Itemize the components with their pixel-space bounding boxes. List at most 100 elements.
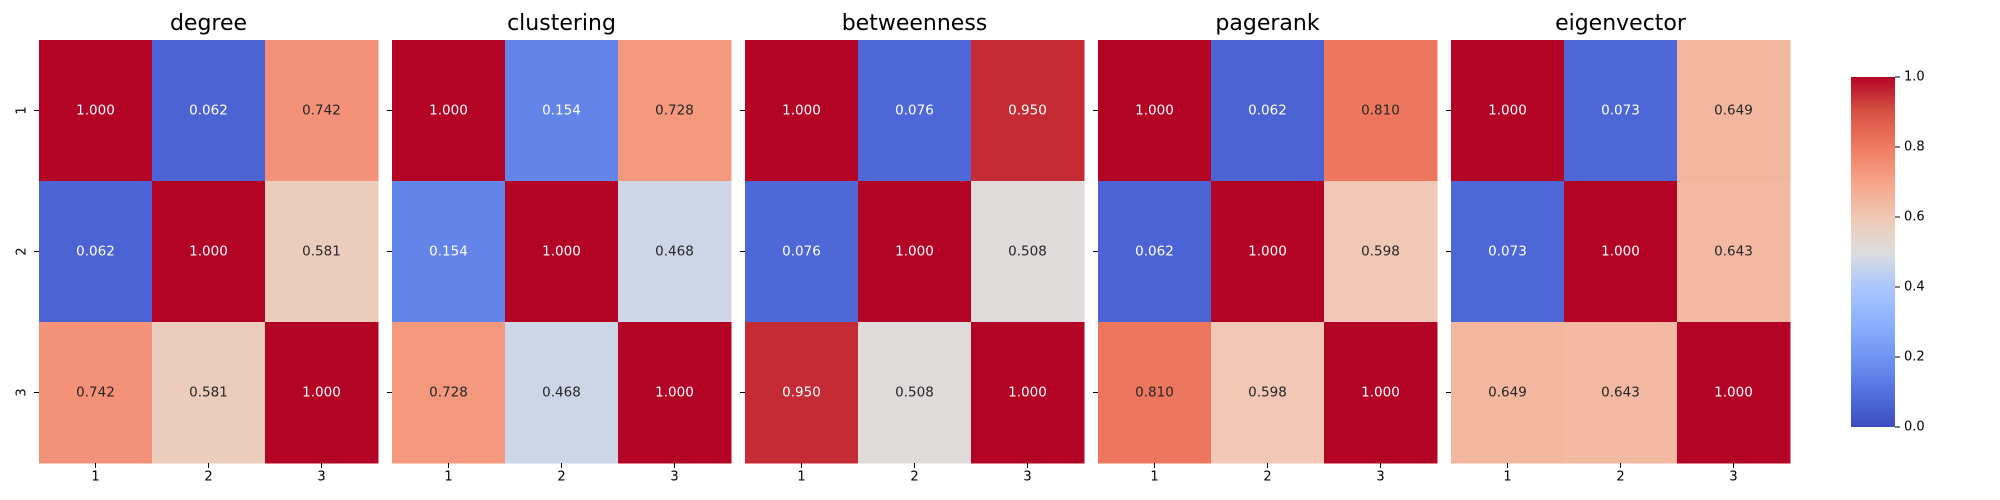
cell-value-label: 1.000 [1714, 385, 1753, 401]
heatmap-cell [265, 322, 379, 464]
cell-value-label: 1.000 [1248, 244, 1287, 260]
cell-value-label: 0.468 [655, 244, 694, 260]
cell-value-label: 0.581 [302, 244, 341, 260]
cell-value-label: 0.154 [429, 244, 468, 260]
x-tick-label: 1 [1503, 470, 1511, 485]
cell-value-label: 1.000 [302, 385, 341, 401]
cell-value-label: 0.062 [76, 244, 115, 260]
cell-value-label: 1.000 [782, 103, 821, 119]
heatmap-cell [1677, 181, 1791, 323]
cell-value-label: 1.000 [895, 244, 934, 260]
cell-value-label: 0.649 [1714, 103, 1753, 119]
cell-value-label: 0.076 [782, 244, 821, 260]
heatmap-panel-pagerank: pagerank 1.000 0.062 0.810 0.062 1.000 0.598 0.… [1093, 11, 1438, 485]
heatmap-cell [1098, 322, 1212, 464]
cell-value-label: 1.000 [429, 103, 468, 119]
cell-value-label: 0.742 [76, 385, 115, 401]
cell-value-label: 1.000 [1135, 103, 1174, 119]
cell-value-label: 0.062 [1248, 103, 1287, 119]
cell-value-label: 0.643 [1714, 244, 1753, 260]
colorbar-tick-label: 0.8 [1904, 140, 1925, 155]
cell-value-label: 0.468 [542, 385, 581, 401]
heatmap-cell [1451, 181, 1565, 323]
cell-value-label: 0.598 [1361, 244, 1400, 260]
heatmap-cell [1211, 322, 1325, 464]
heatmap-cell [1324, 181, 1438, 323]
cell-value-label: 1.000 [1488, 103, 1527, 119]
colorbar-tick-label: 0.6 [1904, 210, 1925, 225]
panel-title: betweenness [842, 11, 988, 36]
colorbar-tick-label: 0.4 [1904, 280, 1925, 295]
cell-value-label: 0.062 [1135, 244, 1174, 260]
heatmap-cell [1324, 40, 1438, 182]
heatmap-cell [618, 322, 732, 464]
colorbar-tick-label: 0.0 [1904, 420, 1925, 435]
heatmap-cell [971, 322, 1085, 464]
heatmap-cell [1211, 40, 1325, 182]
cell-value-label: 0.649 [1488, 385, 1527, 401]
cell-value-label: 0.062 [189, 103, 228, 119]
x-tick-label: 1 [1150, 470, 1158, 485]
heatmap-panels: degree 1.000 0.062 0.742 0.062 1.000 0.581 0.74… [15, 11, 1791, 485]
heatmap-cell [152, 322, 266, 464]
cell-value-label: 0.073 [1601, 103, 1640, 119]
x-tick-label: 2 [910, 470, 918, 485]
cell-value-label: 0.643 [1601, 385, 1640, 401]
x-tick-label: 2 [204, 470, 212, 485]
cell-value-label: 0.508 [1008, 244, 1047, 260]
heatmap-cell [1677, 40, 1791, 182]
heatmap-cell [39, 322, 153, 464]
heatmap-cell [1098, 181, 1212, 323]
x-tick-label: 3 [1729, 470, 1737, 485]
x-tick-label: 3 [670, 470, 678, 485]
cell-value-label: 0.073 [1488, 244, 1527, 260]
heatmap-cell [858, 40, 972, 182]
panel-title: degree [170, 11, 247, 36]
heatmap-cell [505, 40, 619, 182]
heatmap-cell [152, 40, 266, 182]
heatmap-cell [858, 322, 972, 464]
heatmap-cell [1098, 40, 1212, 182]
heatmap-cell [152, 181, 266, 323]
cell-value-label: 0.810 [1361, 103, 1400, 119]
heatmap-cell [971, 40, 1085, 182]
x-tick-label: 1 [91, 470, 99, 485]
cell-value-label: 0.508 [895, 385, 934, 401]
cell-value-label: 0.742 [302, 103, 341, 119]
heatmap-panel-clustering: clustering 1.000 0.154 0.728 0.154 1.000 0.468… [387, 11, 732, 485]
x-tick-label: 3 [1376, 470, 1384, 485]
x-tick-label: 1 [797, 470, 805, 485]
heatmap-cell [1324, 322, 1438, 464]
heatmap-cell [265, 40, 379, 182]
cell-value-label: 0.728 [429, 385, 468, 401]
heatmap-cell [1677, 322, 1791, 464]
x-tick-label: 2 [1616, 470, 1624, 485]
cell-value-label: 1.000 [189, 244, 228, 260]
cell-value-label: 0.810 [1135, 385, 1174, 401]
panel-title: eigenvector [1555, 11, 1687, 36]
heatmap-panel-betweenness: betweenness 1.000 0.076 0.950 0.076 1.000 0.50… [740, 11, 1085, 485]
heatmap-cell [39, 40, 153, 182]
heatmap-cell [505, 181, 619, 323]
heatmap-cell [505, 322, 619, 464]
heatmap-cell [265, 181, 379, 323]
heatmap-cell [392, 322, 506, 464]
cell-value-label: 1.000 [1601, 244, 1640, 260]
heatmap-panel-eigenvector: eigenvector 1.000 0.073 0.649 0.073 1.000 0.64… [1446, 11, 1791, 485]
y-tick-label: 1 [15, 106, 30, 114]
cell-value-label: 0.950 [782, 385, 821, 401]
x-tick-label: 3 [317, 470, 325, 485]
cell-value-label: 1.000 [1008, 385, 1047, 401]
cell-value-label: 0.581 [189, 385, 228, 401]
heatmap-cell [1564, 40, 1678, 182]
heatmap-cell [1211, 181, 1325, 323]
colorbar: 0.0 0.2 0.4 0.6 0.8 1.0 [1851, 70, 1925, 435]
heatmap-cell [971, 181, 1085, 323]
heatmap-cell [745, 40, 859, 182]
cell-value-label: 0.598 [1248, 385, 1287, 401]
heatmap-cell [1451, 322, 1565, 464]
cell-value-label: 0.728 [655, 103, 694, 119]
heatmap-cell [745, 322, 859, 464]
colorbar-gradient [1851, 77, 1895, 427]
